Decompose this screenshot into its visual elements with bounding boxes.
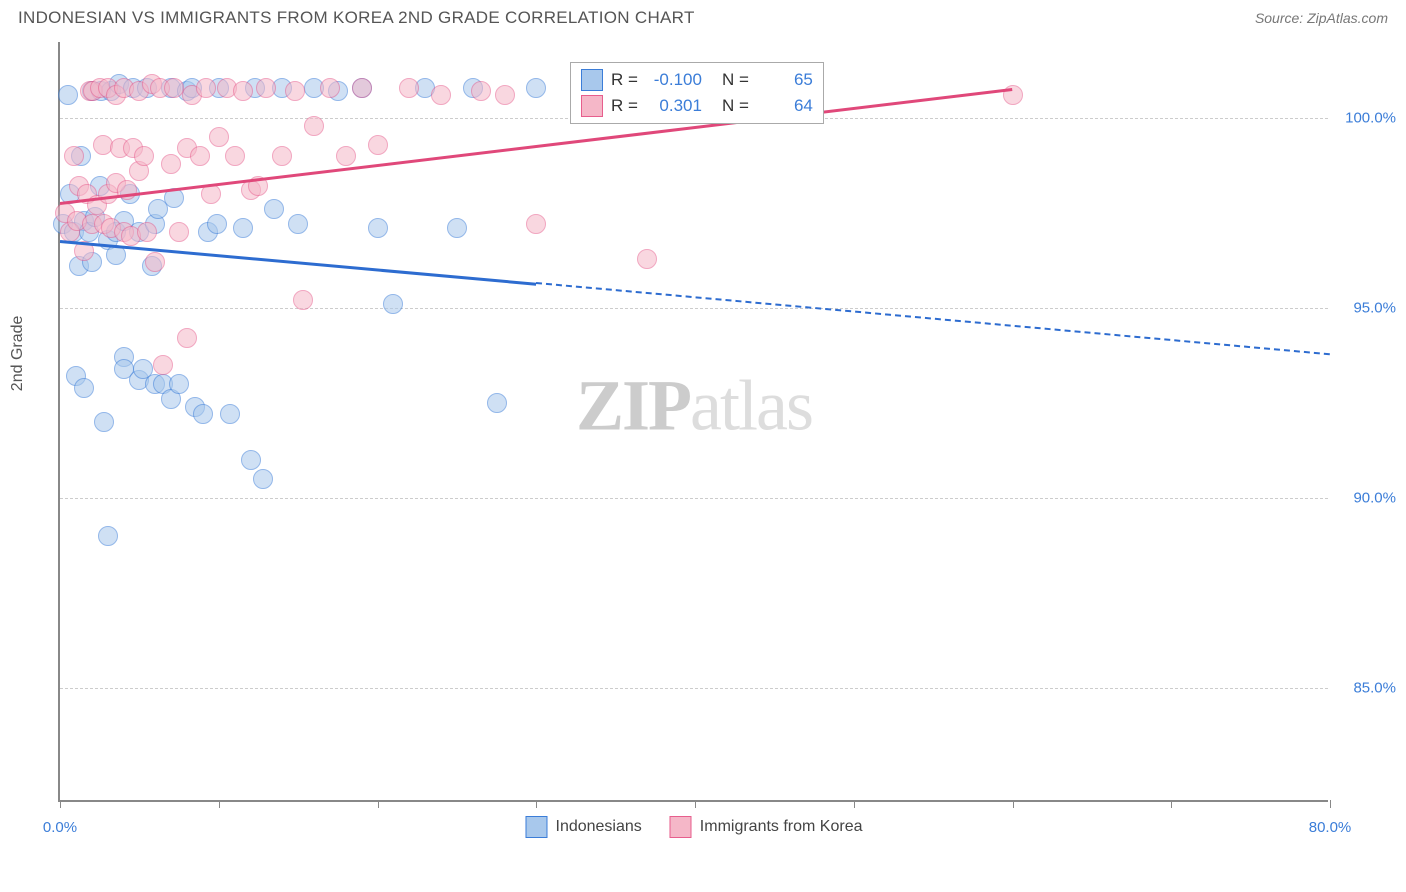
data-point (207, 214, 227, 234)
data-point (241, 450, 261, 470)
legend-item: Indonesians (525, 816, 641, 838)
x-tick (1330, 800, 1331, 808)
data-point (352, 78, 372, 98)
data-point (288, 214, 308, 234)
gridline (60, 498, 1328, 499)
x-tick (536, 800, 537, 808)
legend-swatch (670, 816, 692, 838)
x-tick (695, 800, 696, 808)
data-point (253, 469, 273, 489)
data-point (637, 249, 657, 269)
data-point (220, 404, 240, 424)
data-point (368, 135, 388, 155)
chart-source: Source: ZipAtlas.com (1255, 10, 1388, 26)
data-point (58, 85, 78, 105)
data-point (304, 116, 324, 136)
y-tick-label: 90.0% (1353, 490, 1396, 507)
y-tick-label: 85.0% (1353, 680, 1396, 697)
data-point (193, 404, 213, 424)
stats-row: R = 0.301 N = 64 (581, 93, 813, 119)
data-point (98, 526, 118, 546)
data-point (447, 218, 467, 238)
data-point (94, 412, 114, 432)
data-point (153, 355, 173, 375)
trend-line (536, 282, 1330, 355)
legend: Indonesians Immigrants from Korea (525, 816, 862, 838)
data-point (169, 374, 189, 394)
data-point (177, 328, 197, 348)
x-tick (219, 800, 220, 808)
data-point (161, 154, 181, 174)
legend-label: Indonesians (555, 818, 641, 836)
chart-header: INDONESIAN VS IMMIGRANTS FROM KOREA 2ND … (0, 0, 1406, 32)
legend-item: Immigrants from Korea (670, 816, 863, 838)
data-point (495, 85, 515, 105)
data-point (383, 294, 403, 314)
stat-r-label: R = (611, 96, 638, 116)
x-tick (854, 800, 855, 808)
y-axis-title: 2nd Grade (9, 316, 27, 392)
data-point (196, 78, 216, 98)
trend-line (60, 240, 537, 286)
data-point (209, 127, 229, 147)
series-swatch (581, 95, 603, 117)
x-tick (1013, 800, 1014, 808)
stats-row: R = -0.100 N = 65 (581, 67, 813, 93)
x-tick (378, 800, 379, 808)
stat-r-value: 0.301 (646, 96, 702, 116)
stats-box: R = -0.100 N = 65 R = 0.301 N = 64 (570, 62, 824, 124)
stat-n-value: 64 (757, 96, 813, 116)
data-point (233, 81, 253, 101)
stat-n-label: N = (722, 96, 749, 116)
series-swatch (581, 69, 603, 91)
x-tick (1171, 800, 1172, 808)
x-tick (60, 800, 61, 808)
data-point (399, 78, 419, 98)
data-point (256, 78, 276, 98)
data-point (137, 222, 157, 242)
chart-title: INDONESIAN VS IMMIGRANTS FROM KOREA 2ND … (18, 8, 695, 28)
legend-swatch (525, 816, 547, 838)
data-point (471, 81, 491, 101)
data-point (431, 85, 451, 105)
data-point (526, 78, 546, 98)
data-point (264, 199, 284, 219)
data-point (293, 290, 313, 310)
data-point (320, 78, 340, 98)
watermark: ZIPatlas (576, 364, 812, 447)
data-point (225, 146, 245, 166)
data-point (145, 252, 165, 272)
data-point (526, 214, 546, 234)
data-point (233, 218, 253, 238)
data-point (368, 218, 388, 238)
gridline (60, 688, 1328, 689)
data-point (487, 393, 507, 413)
stat-r-value: -0.100 (646, 70, 702, 90)
data-point (336, 146, 356, 166)
data-point (74, 378, 94, 398)
gridline (60, 308, 1328, 309)
y-tick-label: 95.0% (1353, 300, 1396, 317)
stat-n-label: N = (722, 70, 749, 90)
x-tick-label: 80.0% (1309, 819, 1352, 836)
stat-r-label: R = (611, 70, 638, 90)
data-point (190, 146, 210, 166)
x-tick-label: 0.0% (43, 819, 77, 836)
stat-n-value: 65 (757, 70, 813, 90)
data-point (134, 146, 154, 166)
data-point (285, 81, 305, 101)
legend-label: Immigrants from Korea (700, 818, 863, 836)
data-point (64, 146, 84, 166)
data-point (272, 146, 292, 166)
data-point (169, 222, 189, 242)
y-tick-label: 100.0% (1345, 110, 1396, 127)
plot-area: ZIPatlas IndonesiansImmigrants from Kore… (58, 42, 1328, 802)
